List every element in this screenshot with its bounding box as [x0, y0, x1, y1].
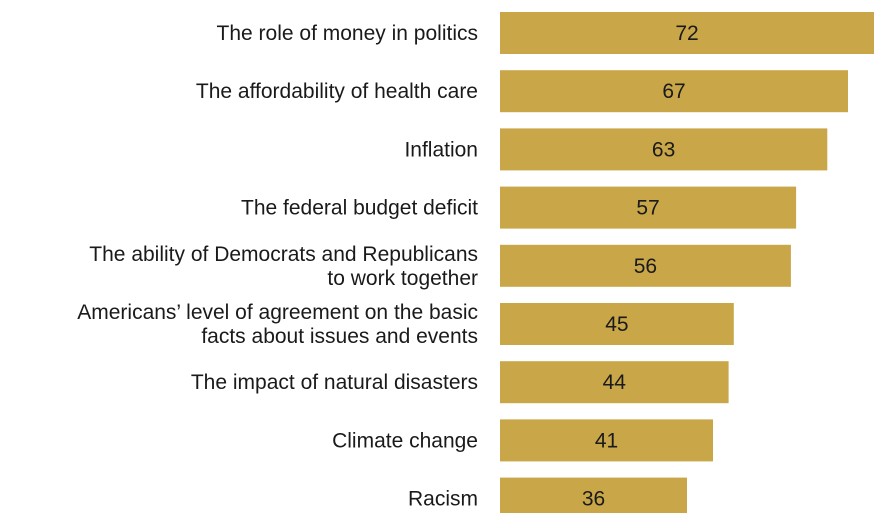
category-label-7-line-0: Climate change — [332, 429, 478, 452]
category-label-2-line-0: Inflation — [404, 138, 478, 161]
category-label-0: The role of money in politics — [217, 22, 478, 45]
category-label-5-line-1: facts about issues and events — [201, 325, 478, 348]
category-label-5-line-0: Americans’ level of agreement on the bas… — [77, 301, 478, 324]
category-label-8: Racism — [408, 488, 478, 511]
category-label-7: Climate change — [332, 429, 478, 452]
category-label-1: The affordability of health care — [196, 80, 478, 103]
category-label-6-line-0: The impact of natural disasters — [191, 371, 478, 394]
category-label-4: The ability of Democrats and Republicans… — [89, 243, 478, 290]
bar-8 — [500, 477, 687, 513]
category-label-4-line-0: The ability of Democrats and Republicans — [89, 243, 478, 266]
data-label-5: 45 — [605, 313, 628, 336]
data-label-0: 72 — [675, 22, 698, 45]
category-label-4-line-1: to work together — [327, 267, 478, 290]
data-label-3: 57 — [636, 197, 659, 220]
bar-1 — [500, 70, 848, 113]
category-label-3: The federal budget deficit — [241, 197, 478, 220]
data-label-4: 56 — [634, 255, 657, 278]
category-label-1-line-0: The affordability of health care — [196, 80, 478, 103]
bar-0 — [500, 12, 874, 54]
category-label-6: The impact of natural disasters — [191, 371, 478, 394]
bar-5 — [500, 303, 734, 345]
data-label-1: 67 — [662, 80, 685, 103]
bar-6 — [500, 361, 729, 404]
bar-3 — [500, 186, 797, 229]
category-label-5: Americans’ level of agreement on the bas… — [77, 301, 478, 348]
bar-2 — [500, 128, 828, 171]
bar-7 — [500, 419, 713, 462]
data-label-8: 36 — [582, 488, 605, 511]
category-label-3-line-0: The federal budget deficit — [241, 197, 478, 220]
data-label-7: 41 — [595, 429, 618, 452]
data-label-6: 44 — [603, 371, 627, 394]
bar-4 — [500, 244, 791, 287]
category-label-0-line-0: The role of money in politics — [217, 22, 478, 45]
data-label-2: 63 — [652, 138, 675, 161]
category-label-2: Inflation — [404, 138, 478, 161]
category-label-8-line-0: Racism — [408, 488, 478, 511]
